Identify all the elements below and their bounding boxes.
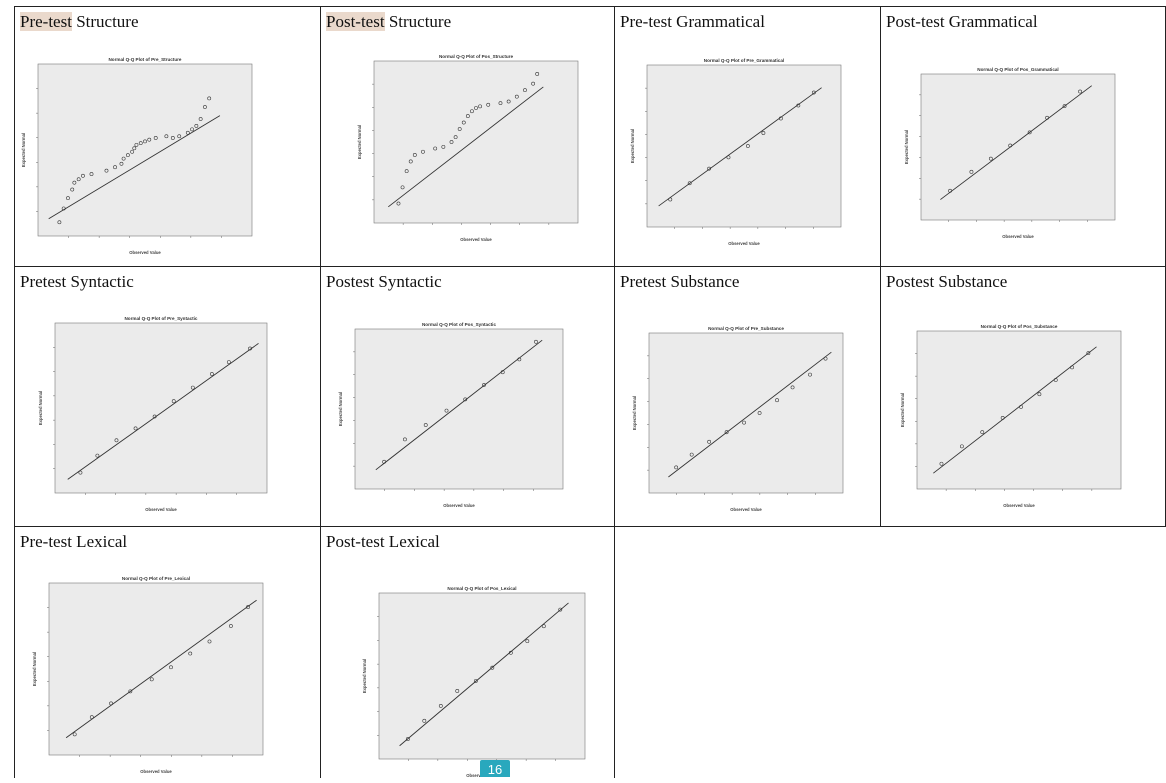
qq-plot: Normal Q-Q Plot of Pre_Structure Observed…: [18, 50, 268, 260]
qq-plot-cell: Postest Substance Normal Q-Q Plot of Pos_…: [880, 266, 1166, 527]
y-axis-label: Expected Normal: [630, 129, 635, 163]
plot-title: Normal Q-Q Plot of Pos_Structure: [439, 54, 513, 59]
qq-plot: Normal Q-Q Plot of Pre_Lexical Observed V…: [29, 569, 279, 779]
title-text: Post-test Lexical: [326, 532, 440, 551]
qq-plot-cell: Pre-test Structure Normal Q-Q Plot of Pre…: [14, 6, 321, 267]
y-axis-label: Expected Normal: [32, 652, 37, 686]
qq-plot-cell: Pretest Syntactic Normal Q-Q Plot of Pre_…: [14, 266, 321, 527]
qq-plot-cell: Pretest Substance Normal Q-Q Plot of Pre_…: [614, 266, 881, 527]
y-axis-label: Expected Normal: [38, 391, 43, 425]
title-text: Postest Substance: [886, 272, 1007, 291]
qq-plot: Normal Q-Q Plot of Pre_Syntactic Observed…: [35, 309, 283, 517]
plot-title: Normal Q-Q Plot of Pos_Lexical: [447, 586, 516, 591]
x-axis-label: Observed Value: [460, 237, 492, 242]
qq-plot-cell: Post-test Lexical Normal Q-Q Plot of Pos_…: [320, 526, 615, 778]
highlighted-title-word: Pre-test: [20, 12, 72, 31]
title-text: Postest Syntactic: [326, 272, 442, 291]
qq-plot: Normal Q-Q Plot of Pos_Grammatical Observ…: [901, 60, 1131, 244]
qq-plot: Normal Q-Q Plot of Pos_LexicalObserved V…: [359, 579, 601, 783]
plot-title: Normal Q-Q Plot of Pre_Lexical: [122, 576, 190, 581]
qq-plot-cell: Pre-test Lexical Normal Q-Q Plot of Pre_L…: [14, 526, 321, 778]
x-axis-label: Observed Value: [730, 507, 762, 512]
cell-title: Post-test Structure: [326, 12, 451, 32]
cell-title: Pretest Syntactic: [20, 272, 134, 292]
title-text: Structure: [72, 12, 139, 31]
qq-plot: Normal Q-Q Plot of Pre_Substance Observed…: [629, 319, 859, 517]
title-text: Structure: [385, 12, 452, 31]
highlighted-title-word: Post-test: [326, 12, 385, 31]
y-axis-label: Expected Normal: [904, 130, 909, 164]
cell-title: Post-test Grammatical: [886, 12, 1038, 32]
cell-title: Pre-test Grammatical: [620, 12, 765, 32]
plot-area: [355, 329, 563, 489]
cell-title: Post-test Lexical: [326, 532, 440, 552]
page-number-badge: 16: [480, 760, 510, 777]
qq-plot: Normal Q-Q Plot of Pos_Substance Observed…: [897, 317, 1137, 513]
x-axis-label: Observed Value: [1003, 503, 1035, 508]
plot-area: [55, 323, 267, 493]
x-axis-label: Observed Value: [140, 769, 172, 774]
qq-plot-cell: Post-test Grammatical Normal Q-Q Plot of …: [880, 6, 1166, 267]
y-axis-label: Expected Normal: [21, 133, 26, 167]
cell-title: Pre-test Structure: [20, 12, 139, 32]
cell-title: Postest Syntactic: [326, 272, 442, 292]
x-axis-label: Observed Value: [728, 241, 760, 246]
plot-title: Normal Q-Q Plot of Pre_Substance: [708, 326, 784, 331]
qq-plot-cell: Post-test Structure Normal Q-Q Plot of Po…: [320, 6, 615, 267]
title-text: Pretest Syntactic: [20, 272, 134, 291]
cell-title: Pretest Substance: [620, 272, 739, 292]
plot-area: [374, 61, 578, 223]
cell-title: Pre-test Lexical: [20, 532, 127, 552]
y-axis-label: Expected Normal: [362, 659, 367, 693]
y-axis-label: Expected Normal: [900, 393, 905, 427]
title-text: Pretest Substance: [620, 272, 739, 291]
plot-title: Normal Q-Q Plot of Pre_Structure: [108, 57, 181, 62]
x-axis-label: Observed Value: [145, 507, 177, 512]
plot-area: [921, 74, 1115, 220]
y-axis-label: Expected Normal: [357, 125, 362, 159]
qq-plot-cell: Pre-test Grammatical Normal Q-Q Plot of P…: [614, 6, 881, 267]
plot-area: [49, 583, 263, 755]
plot-title: Normal Q-Q Plot of Pos_Grammatical: [977, 67, 1058, 72]
title-text: Post-test Grammatical: [886, 12, 1038, 31]
title-text: Pre-test Lexical: [20, 532, 127, 551]
plot-area: [649, 333, 843, 493]
qq-plot: Normal Q-Q Plot of Pre_Grammatical Observ…: [627, 51, 857, 251]
plot-title: Normal Q-Q Plot of Pos_Syntactic: [422, 322, 496, 327]
qq-plot-table: Pre-test Structure Normal Q-Q Plot of Pre…: [14, 6, 1166, 777]
qq-plot: Normal Q-Q Plot of Pos_Syntactic Observed…: [335, 315, 579, 513]
plot-title: Normal Q-Q Plot of Pos_Substance: [981, 324, 1058, 329]
plot-area: [917, 331, 1121, 489]
cell-title: Postest Substance: [886, 272, 1007, 292]
x-axis-label: Observed Value: [1002, 234, 1034, 239]
plot-area: [647, 65, 841, 227]
title-text: Pre-test Grammatical: [620, 12, 765, 31]
y-axis-label: Expected Normal: [338, 392, 343, 426]
qq-plot-cell: Postest Syntactic Normal Q-Q Plot of Pos_…: [320, 266, 615, 527]
x-axis-label: Observed Value: [129, 250, 161, 255]
plot-title: Normal Q-Q Plot of Pre_Syntactic: [124, 316, 197, 321]
plot-title: Normal Q-Q Plot of Pre_Grammatical: [704, 58, 784, 63]
y-axis-label: Expected Normal: [632, 396, 637, 430]
qq-plot: Normal Q-Q Plot of Pos_Structure Observed…: [354, 47, 594, 247]
plot-area: [38, 64, 252, 236]
x-axis-label: Observed Value: [443, 503, 475, 508]
